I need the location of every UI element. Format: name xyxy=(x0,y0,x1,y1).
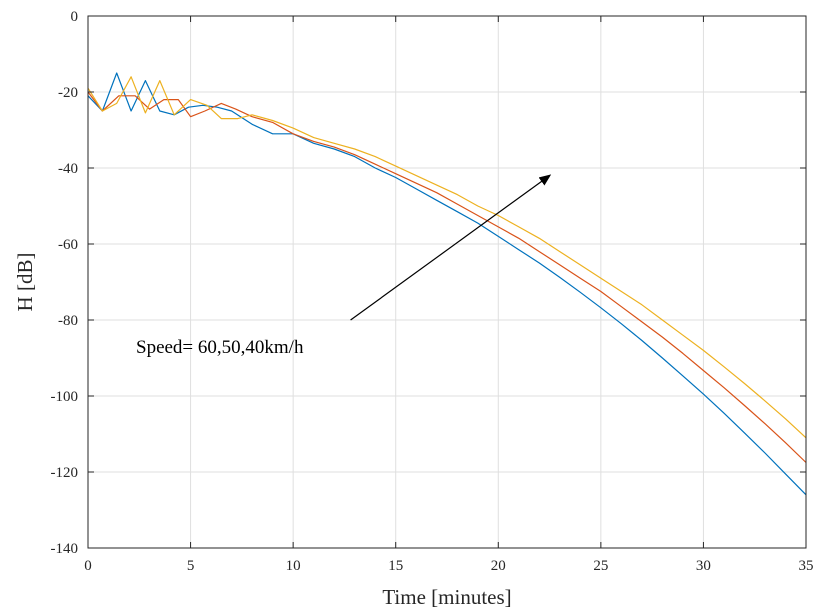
annotation-label: Speed= 60,50,40km/h xyxy=(136,337,304,358)
y-tick-labels: 0 -20 -40 -60 -80 -100 -120 -140 xyxy=(51,9,79,557)
y-tick-label: -140 xyxy=(51,541,79,557)
series-line-3 xyxy=(87,76,807,439)
series-line-1 xyxy=(87,72,807,496)
y-tick-label: -80 xyxy=(58,313,78,329)
y-tick-label: -20 xyxy=(58,85,78,101)
plot-area-frame xyxy=(87,15,807,549)
x-tick-label: 30 xyxy=(696,558,711,574)
x-tick-label: 20 xyxy=(491,558,506,574)
annotation-arrow xyxy=(350,174,552,321)
series-layer xyxy=(87,72,807,496)
x-axis-title: Time [minutes] xyxy=(382,585,511,609)
x-tick-label: 35 xyxy=(799,558,814,574)
x-tick-labels: 0 5 10 15 20 25 30 35 xyxy=(84,558,813,574)
y-tick-label: -60 xyxy=(58,237,78,253)
axis-ticks xyxy=(87,15,807,549)
x-tick-label: 25 xyxy=(593,558,608,574)
y-axis-title: H [dB] xyxy=(13,253,37,312)
x-tick-label: 10 xyxy=(286,558,301,574)
y-tick-label: -100 xyxy=(51,389,79,405)
y-tick-label: -120 xyxy=(51,465,79,481)
y-tick-label: 0 xyxy=(71,9,79,25)
annotation: Speed= 60,50,40km/h xyxy=(136,174,552,358)
x-tick-label: 0 xyxy=(84,558,92,574)
series-line-2 xyxy=(87,91,807,463)
grid xyxy=(88,16,806,548)
x-tick-label: 5 xyxy=(187,558,195,574)
y-tick-label: -40 xyxy=(58,161,78,177)
x-tick-label: 15 xyxy=(388,558,403,574)
